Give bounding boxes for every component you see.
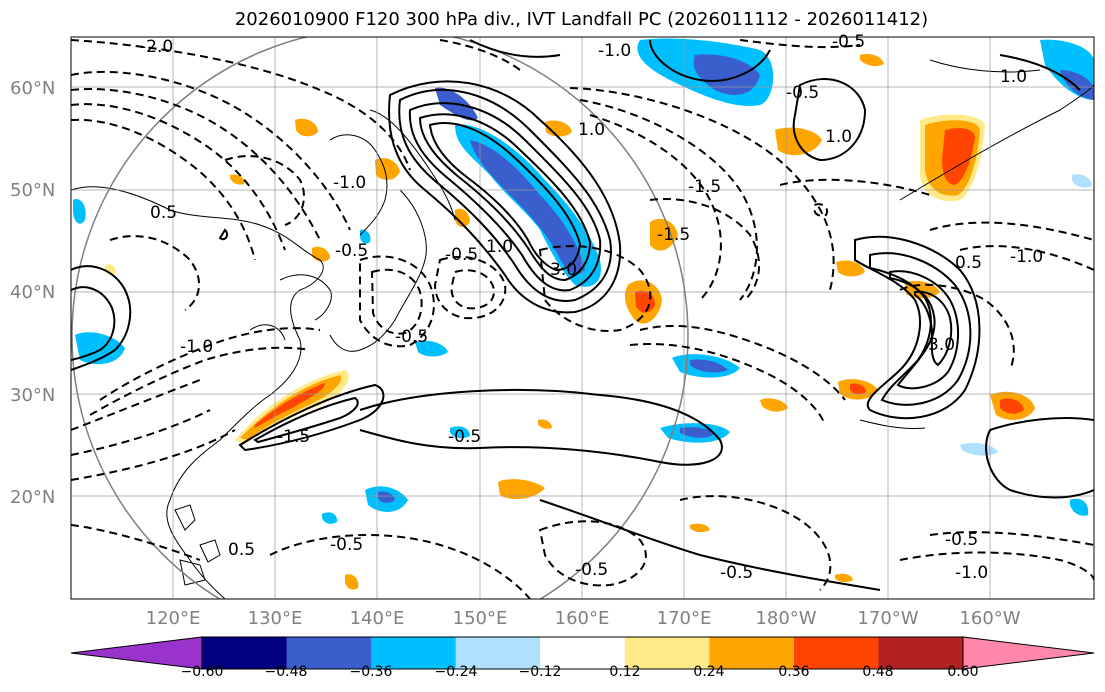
- colorbar-tick-label: −0.60: [181, 664, 224, 680]
- colorbar-tick-label: 0.24: [693, 664, 724, 680]
- contour-label: -0.5: [575, 560, 608, 580]
- landfall-circle: [71, 37, 689, 599]
- contour-label: -2.0: [140, 37, 173, 57]
- contour-label: -1.0: [180, 337, 213, 357]
- colorbar-tick-label: −0.36: [350, 664, 393, 680]
- colorbar-segment: [455, 637, 541, 669]
- contour-label: -1.5: [657, 225, 690, 245]
- ivt-contours-negative: [71, 39, 1094, 599]
- contour-label: 1.0: [1000, 67, 1027, 87]
- contour-label: -0.5: [335, 241, 368, 261]
- contour-label: -0.5: [945, 530, 978, 550]
- longitude-labels: 120°E 130°E 140°E 150°E 160°E 170°E 180°…: [146, 608, 1021, 629]
- colorbar-segment: [202, 637, 288, 669]
- lat-label-30n: 30°N: [10, 385, 55, 406]
- map-frame: [70, 36, 1095, 600]
- colorbar-tick-label: −0.48: [265, 664, 308, 680]
- lon-label-160e: 160°E: [555, 608, 610, 629]
- lat-label-20n: 20°N: [10, 487, 55, 508]
- gridlines: [71, 37, 1094, 599]
- contour-label: -1.5: [688, 177, 721, 197]
- contour-label: 0.5: [955, 253, 982, 273]
- ivt-contours-positive: [71, 39, 1094, 591]
- contour-label: 3.0: [550, 260, 577, 280]
- lon-label-130e: 130°E: [248, 608, 303, 629]
- colorbar-segment: [371, 637, 457, 669]
- contour-label: -0.5: [330, 535, 363, 555]
- colorbar-border: [201, 636, 964, 670]
- colorbar-segment: [709, 637, 795, 669]
- contour-label: 1.0: [578, 120, 605, 140]
- colorbar-tick-label: −0.12: [519, 664, 562, 680]
- contour-label: 1.0: [825, 127, 852, 147]
- lon-label-170w: 170°W: [857, 608, 918, 629]
- lon-label-170e: 170°E: [657, 608, 712, 629]
- contour-label: -1.5: [277, 427, 310, 447]
- contour-label: -1.0: [955, 563, 988, 583]
- lon-label-180w: 180°W: [755, 608, 816, 629]
- contour-label: -0.5: [448, 427, 481, 447]
- lat-label-60n: 60°N: [10, 78, 55, 99]
- colorbar-segment: [793, 637, 879, 669]
- contour-label: -1.0: [333, 173, 366, 193]
- lon-label-150e: 150°E: [453, 608, 508, 629]
- colorbar-segment: [624, 637, 710, 669]
- contour-label: -0.5: [720, 563, 753, 583]
- colorbar-labels: −0.60 −0.48 −0.36 −0.24 −0.12 0.12 0.24 …: [181, 664, 979, 680]
- colorbar-tick-label: 0.36: [778, 664, 809, 680]
- lat-label-40n: 40°N: [10, 282, 55, 303]
- contour-labels: -2.0 -1.0 -0.5 -0.5 -1.0 -0.5 -0.5 -1.0 …: [140, 32, 1043, 583]
- contour-label: 0.5: [150, 203, 177, 223]
- contour-label: -0.5: [832, 32, 865, 52]
- lat-label-50n: 50°N: [10, 180, 55, 201]
- colorbar-tick-label: 0.60: [947, 664, 978, 680]
- contour-label: -0.5: [395, 327, 428, 347]
- latitude-labels: 60°N 50°N 40°N 30°N 20°N: [10, 78, 55, 508]
- shaded-divergence: [73, 38, 1094, 590]
- contour-label: -1.0: [598, 41, 631, 61]
- colorbar-tick-label: 0.12: [609, 664, 640, 680]
- colorbar-segment: [878, 637, 964, 669]
- colorbar: [70, 636, 1095, 670]
- lon-label-160w: 160°W: [959, 608, 1020, 629]
- colorbar-segment: [540, 637, 626, 669]
- lon-label-120e: 120°E: [146, 608, 201, 629]
- contour-label: 3.0: [928, 335, 955, 355]
- colorbar-tick-label: 0.48: [862, 664, 893, 680]
- colorbar-tick-label: −0.24: [435, 664, 478, 680]
- lon-label-140e: 140°E: [350, 608, 405, 629]
- contour-label: 1.0: [486, 237, 513, 257]
- contour-label: -0.5: [786, 83, 819, 103]
- contour-label: 0.5: [228, 540, 255, 560]
- colorbar-max-arrow: [962, 636, 1095, 670]
- contour-label: -1.0: [1010, 247, 1043, 267]
- colorbar-segment: [286, 637, 372, 669]
- contour-label: -0.5: [445, 245, 478, 265]
- coastlines: [71, 59, 1094, 599]
- map-title: 2026010900 F120 300 hPa div., IVT Landfa…: [234, 9, 929, 30]
